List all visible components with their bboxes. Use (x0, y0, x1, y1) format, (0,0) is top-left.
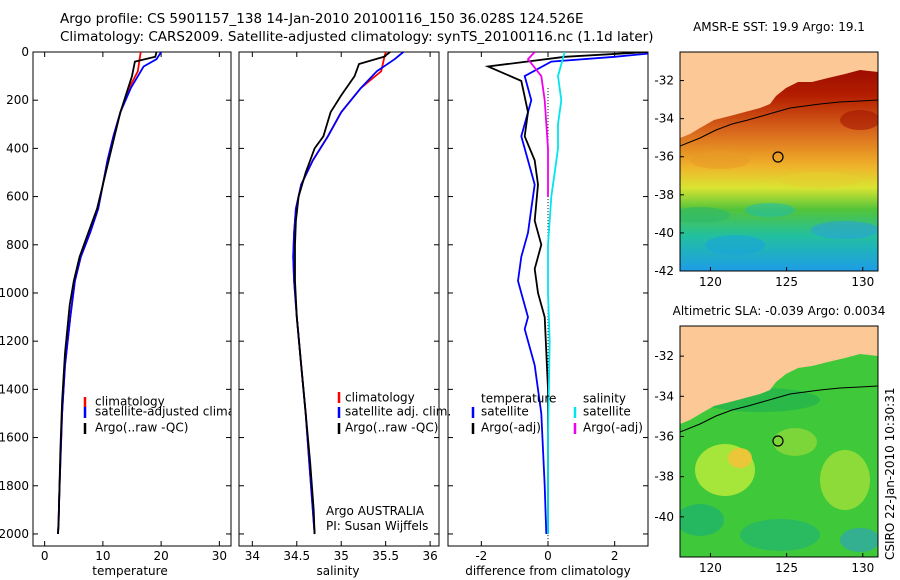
sst-map-frame (679, 51, 879, 272)
legend-label-argo: Argo(..raw -QC) (345, 421, 438, 435)
sst-argo-marker (772, 151, 784, 163)
map-y-tick-label: -34 (654, 112, 674, 126)
sla-shelf-contour (680, 385, 878, 433)
series-line-argo (57, 52, 158, 535)
legend-title-temperature: temperature (481, 392, 556, 406)
legend-label-satellite-adjusted: satellite-adjusted climatology (95, 405, 273, 419)
y-tick-label: 1400 (0, 382, 29, 396)
salinity-legend: climatology satellite adj. clim. Argo(..… (337, 391, 451, 435)
x-tick-label: 0 (544, 549, 552, 563)
y-tick-label: 1200 (0, 334, 29, 348)
legend-label-argo: Argo(..raw -QC) (95, 421, 188, 435)
map-y-tick-label: -32 (654, 349, 674, 363)
x-tick-label: 10 (95, 549, 110, 563)
annotation-pi: PI: Susan Wijffels (326, 519, 428, 533)
y-tick-label: 2000 (0, 527, 29, 541)
temperature-plot: 0 10 20 30 0 200 400 600 800 1000 1200 1400 1600 1800… (0, 45, 273, 578)
salinity-axes-frame (238, 51, 440, 547)
legend-label-climatology: climatology (345, 391, 415, 405)
y-tick-label: 800 (6, 238, 29, 252)
credit-stamp: CSIRO 22-Jan-2010 10:30:31 (883, 388, 897, 560)
sla-land (680, 326, 878, 424)
x-tick-label: 34 (245, 549, 260, 563)
y-tick-label: 1800 (0, 479, 29, 493)
map-x-tick-label: 125 (775, 561, 798, 575)
x-tick-label: 35.5 (372, 549, 399, 563)
temperature-xlabel: temperature (92, 564, 167, 578)
x-tick-label: 30 (212, 549, 227, 563)
temperature-axes-frame (32, 51, 232, 547)
map-y-tick-label: -40 (654, 226, 674, 240)
legend-label-sal-argo: Argo(-adj) (583, 421, 643, 435)
legend-label-climatology: climatology (95, 395, 165, 409)
map-x-tick-label: 120 (699, 275, 722, 289)
sst-shelf-contour (680, 99, 878, 147)
sst-map-title: AMSR-E SST: 19.9 Argo: 19.1 (693, 20, 865, 34)
temperature-legend: climatology satellite-adjusted climatolo… (83, 395, 273, 435)
header-line-1: Argo profile: CS 5901157_138 14-Jan-2010… (60, 11, 584, 27)
y-tick-label: 400 (6, 141, 29, 155)
sla-map: Altimetric SLA: -0.039 Argo: 0.0034 120 1… (654, 304, 885, 575)
salinity-xlabel: salinity (316, 564, 359, 578)
x-tick-label: 34.5 (283, 549, 310, 563)
y-tick-label: 600 (6, 190, 29, 204)
header-line-2: Climatology: CARS2009. Satellite-adjuste… (60, 29, 654, 45)
annotation-argo-australia: Argo AUSTRALIA (326, 504, 425, 518)
series-line-climatology (57, 52, 142, 535)
y-tick-label: 200 (6, 93, 29, 107)
y-tick-label: 0 (21, 45, 29, 59)
series-line-temperature-satellite (517, 52, 648, 535)
map-y-tick-label: -32 (654, 74, 674, 88)
difference-plot: -2 0 2 difference from climatology tempera… (447, 51, 649, 578)
salinity-plot: 34 34.5 35 35.5 36 salinity climatology sate… (238, 51, 451, 578)
map-x-tick-label: 130 (851, 275, 874, 289)
map-y-tick-label: -34 (654, 389, 674, 403)
legend-label-sal-satellite: satellite (583, 405, 631, 419)
x-tick-label: 0 (41, 549, 49, 563)
x-tick-label: 35 (334, 549, 349, 563)
map-y-tick-label: -38 (654, 188, 674, 202)
series-line-satellite-adjusted-climatology (57, 52, 162, 535)
map-x-tick-label: 130 (851, 561, 874, 575)
sla-argo-marker (772, 435, 784, 447)
x-tick-label: -2 (475, 549, 487, 563)
series-line-argo (294, 52, 391, 535)
series-line-salinity-argo-adj (526, 52, 549, 197)
map-y-tick-label: -36 (654, 150, 674, 164)
map-y-tick-label: -40 (654, 510, 674, 524)
sla-map-title: Altimetric SLA: -0.039 Argo: 0.0034 (673, 304, 886, 318)
difference-legend: temperature satellite Argo(-adj) salinit… (471, 392, 643, 435)
y-tick-label: 1600 (0, 431, 29, 445)
series-line-climatology (292, 52, 387, 535)
legend-label-temp-satellite: satellite (481, 405, 529, 419)
sla-map-frame (679, 325, 879, 558)
sst-map: AMSR-E SST: 19.9 Argo: 19.1 120 125 130 -32… (654, 20, 879, 289)
map-y-tick-label: -42 (654, 264, 674, 278)
map-x-tick-label: 125 (775, 275, 798, 289)
series-line-temperature-argo-adj (484, 52, 648, 534)
series-line-salinity-satellite (547, 52, 566, 534)
legend-label-temp-argo: Argo(-adj) (481, 421, 541, 435)
sst-land (680, 52, 878, 138)
legend-title-salinity: salinity (583, 392, 626, 406)
map-y-tick-label: -36 (654, 429, 674, 443)
difference-xlabel: difference from climatology (465, 564, 631, 578)
y-tick-label: 1000 (0, 286, 29, 300)
map-y-tick-label: -38 (654, 470, 674, 484)
map-x-tick-label: 120 (699, 561, 722, 575)
x-tick-label: 36 (422, 549, 437, 563)
x-tick-label: 20 (153, 549, 168, 563)
legend-label-satellite-adj: satellite adj. clim. (345, 405, 451, 419)
x-tick-label: 2 (611, 549, 619, 563)
sst-texture (680, 110, 878, 255)
